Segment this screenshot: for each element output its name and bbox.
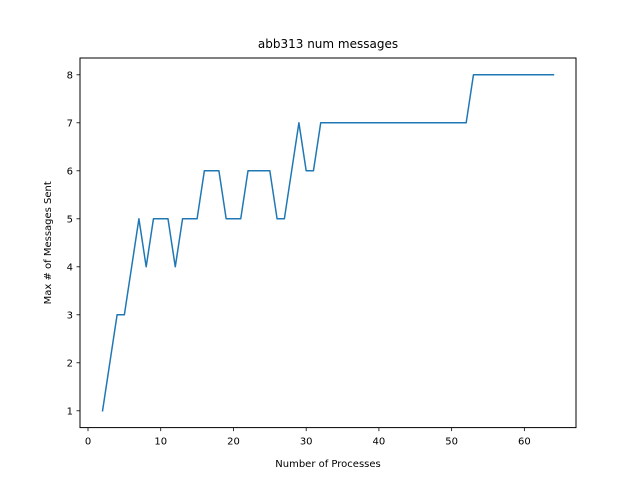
x-tick-label: 40 [373, 437, 386, 448]
x-tick-label: 20 [227, 437, 240, 448]
x-tick-label: 30 [300, 437, 313, 448]
x-axis: 0 10 20 30 40 50 60 [85, 427, 531, 448]
y-tick-label: 6 [67, 166, 73, 177]
x-tick-label: 60 [518, 437, 531, 448]
x-tick-label: 50 [445, 437, 458, 448]
y-tick-label: 4 [67, 262, 73, 273]
plot-area [101, 74, 555, 412]
y-tick-label: 8 [67, 70, 73, 81]
y-tick-label: 7 [67, 118, 73, 129]
y-tick-label: 3 [67, 310, 73, 321]
axes-frame [79, 57, 577, 429]
x-axis-label: Number of Processes [275, 459, 380, 470]
y-tick-label: 5 [67, 214, 73, 225]
y-axis: 1 2 3 4 5 6 7 8 [67, 70, 80, 417]
y-tick-label: 1 [67, 406, 73, 417]
series-line-0 [101, 74, 555, 412]
y-axis-label: Max # of Messages Sent [43, 181, 54, 304]
chart-title: abb313 num messages [258, 37, 398, 51]
y-tick-label: 2 [67, 358, 73, 369]
x-tick-label: 10 [154, 437, 167, 448]
x-tick-label: 0 [85, 437, 91, 448]
